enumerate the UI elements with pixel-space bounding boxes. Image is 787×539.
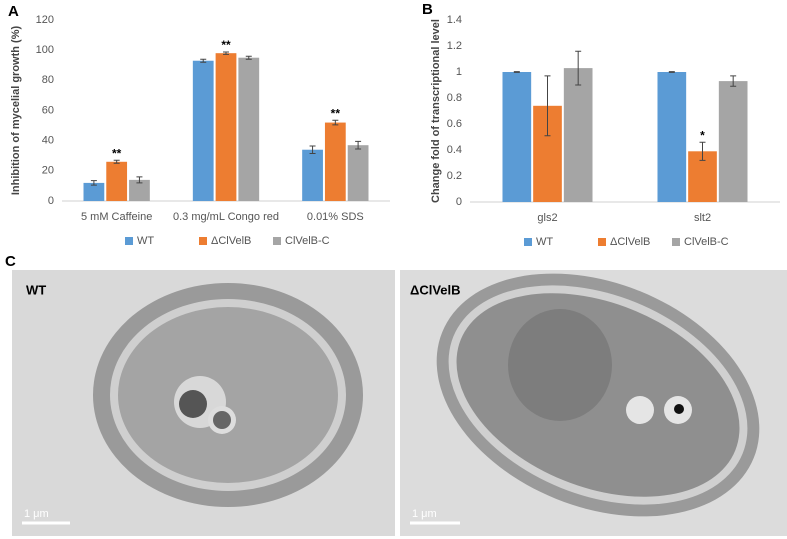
error-bar <box>245 55 252 60</box>
y-tick-label: 1.4 <box>447 14 462 26</box>
nucleus <box>508 309 612 421</box>
bar <box>238 57 260 202</box>
x-tick-label: gls2 <box>537 212 557 224</box>
legend-label: ΔClVelB <box>610 236 650 248</box>
error-bar <box>113 159 120 164</box>
legend-swatch <box>672 238 680 246</box>
panel-label: A <box>8 3 19 20</box>
y-tick-label: 20 <box>42 165 54 177</box>
bar <box>324 122 346 201</box>
error-bar <box>309 145 316 154</box>
bar <box>347 145 369 201</box>
legend-label: ClVelB-C <box>285 235 330 247</box>
error-bar <box>730 75 737 87</box>
error-bar <box>575 50 582 86</box>
error-bar <box>668 71 675 73</box>
image-label: WT <box>26 282 46 297</box>
error-bar <box>223 51 229 55</box>
significance: ** <box>112 146 122 160</box>
legend-label: ClVelB-C <box>684 236 729 248</box>
y-tick-label: 0 <box>456 196 462 208</box>
bar <box>129 179 150 201</box>
significance: ** <box>331 106 341 120</box>
x-tick-label: 0.01% SDS <box>307 211 364 223</box>
y-tick-label: 1 <box>456 66 462 78</box>
organelle <box>213 411 231 429</box>
error-bar <box>332 119 339 126</box>
x-tick-label: 0.3 mg/mL Congo red <box>173 211 279 223</box>
bar <box>302 149 323 201</box>
y-tick-label: 40 <box>42 135 54 147</box>
bar <box>563 68 593 202</box>
error-bar <box>355 140 362 150</box>
error-bar <box>544 75 551 137</box>
y-tick-label: 0.6 <box>447 118 462 130</box>
y-tick-label: 120 <box>36 14 54 26</box>
legend-swatch <box>273 237 281 245</box>
y-tick-label: 80 <box>42 74 54 86</box>
y-tick-label: 100 <box>36 44 54 56</box>
legend-swatch <box>524 238 532 246</box>
error-bar <box>90 180 97 186</box>
y-axis-title: Inhibition of mycelial growth (%) <box>10 26 22 196</box>
legend-label: WT <box>137 235 154 247</box>
legend-swatch <box>598 238 606 246</box>
bar <box>106 161 128 201</box>
organelle <box>674 404 684 414</box>
image-label: ΔClVelB <box>410 282 461 297</box>
bar <box>657 72 687 202</box>
organelle <box>179 390 207 418</box>
y-tick-label: 0.4 <box>447 144 462 156</box>
panel-label: C <box>5 253 16 270</box>
y-tick-label: 0.2 <box>447 170 462 182</box>
y-tick-label: 60 <box>42 104 54 116</box>
legend-swatch <box>125 237 133 245</box>
scale-bar-label: 1 μm <box>412 508 437 520</box>
y-tick-label: 0.8 <box>447 92 462 104</box>
bar <box>718 81 748 202</box>
bar <box>502 72 532 202</box>
legend-label: WT <box>536 236 553 248</box>
error-bar <box>200 58 207 63</box>
x-tick-label: slt2 <box>694 212 711 224</box>
y-axis-title: Change fold of transcriptional level <box>430 19 442 203</box>
vacuole <box>626 396 654 424</box>
panel-label: B <box>422 1 433 18</box>
significance: * <box>700 128 705 142</box>
scale-bar-label: 1 μm <box>24 508 49 520</box>
error-bar <box>513 71 520 73</box>
x-tick-label: 5 mM Caffeine <box>81 211 152 223</box>
y-tick-label: 1.2 <box>447 40 462 52</box>
legend-label: ΔClVelB <box>211 235 251 247</box>
error-bar <box>136 176 143 184</box>
bar <box>83 182 105 201</box>
cytoplasm <box>118 307 338 483</box>
bar <box>215 53 237 201</box>
bar <box>192 60 214 201</box>
significance: ** <box>221 38 231 52</box>
legend-swatch <box>199 237 207 245</box>
y-tick-label: 0 <box>48 195 54 207</box>
error-bar <box>699 141 706 161</box>
